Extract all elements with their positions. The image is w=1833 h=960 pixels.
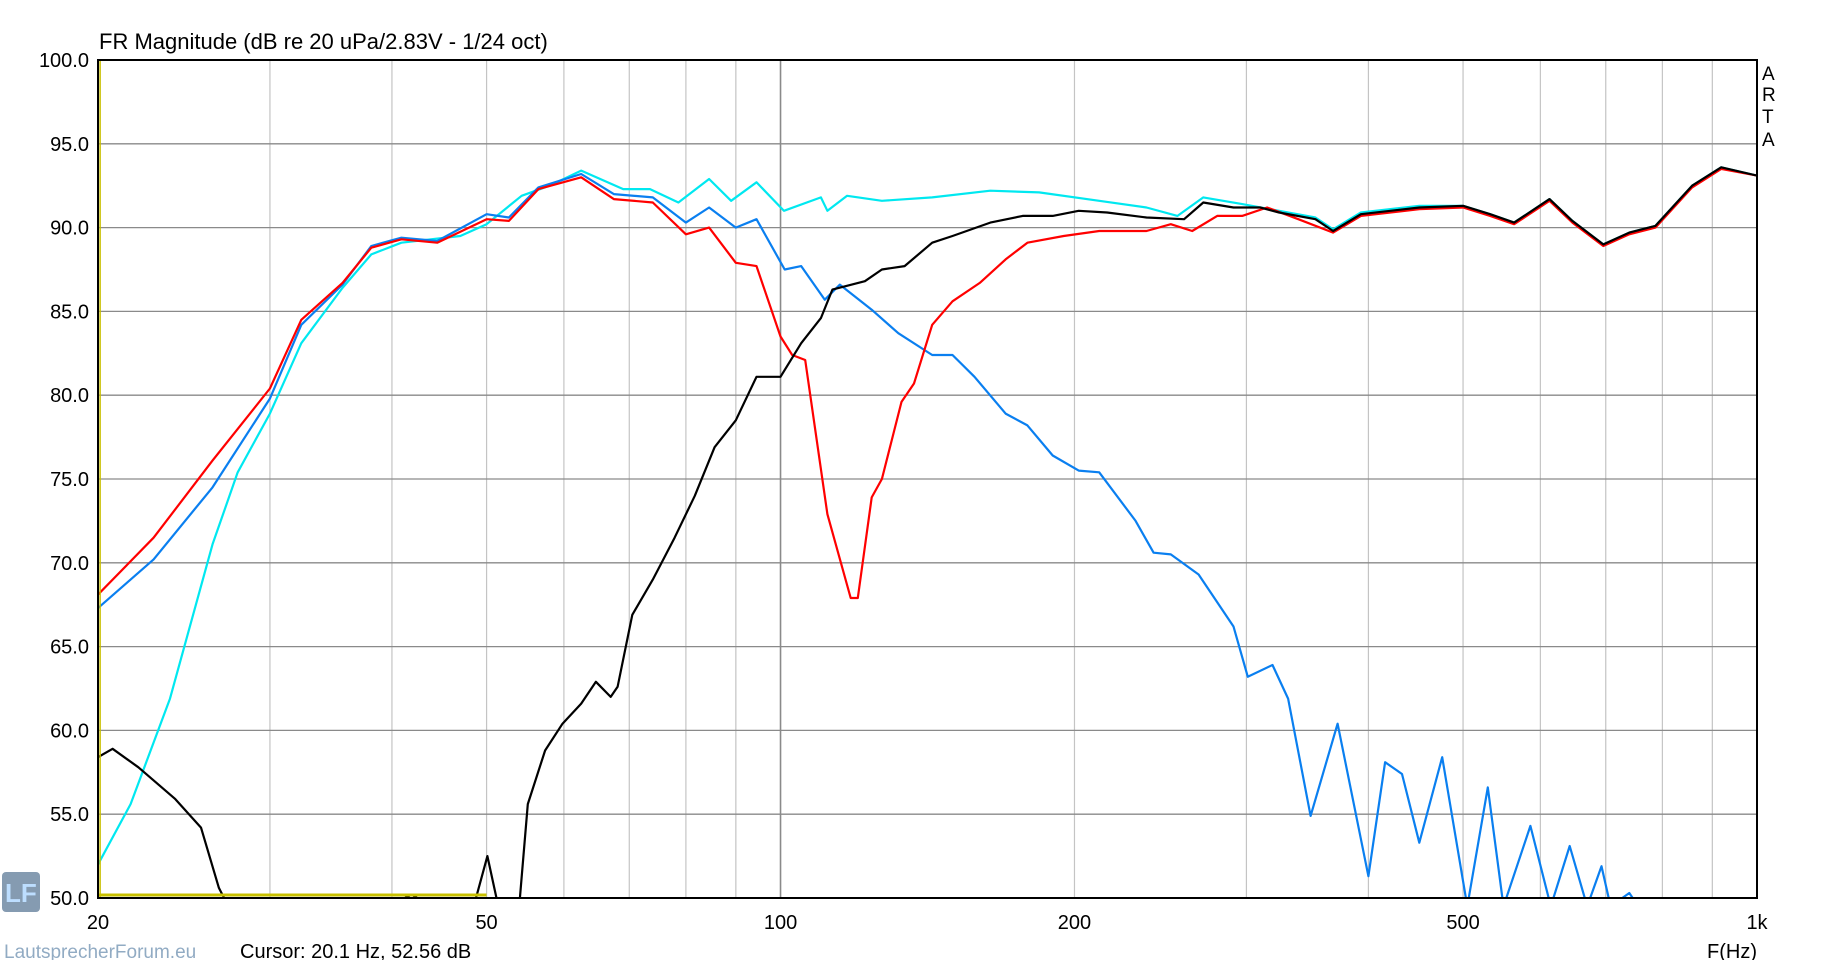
y-tick-label: 60.0 — [50, 720, 89, 742]
series-layer — [98, 166, 1757, 898]
y-tick-label: 70.0 — [50, 553, 89, 575]
x-tick-label: 100 — [764, 912, 797, 934]
y-tick-label: 50.0 — [50, 888, 89, 910]
x-tick-label: 500 — [1446, 912, 1479, 934]
y-tick-label: 75.0 — [50, 469, 89, 491]
series-line — [474, 855, 498, 898]
grid-lines — [98, 60, 1757, 898]
chart-title: FR Magnitude (dB re 20 uPa/2.83V - 1/24 … — [99, 29, 548, 54]
side-letter: R — [1762, 85, 1776, 106]
watermark: LF LautsprecherForum.eu — [2, 872, 196, 960]
side-letter: A — [1762, 64, 1775, 85]
cursor-marker[interactable] — [98, 60, 487, 898]
y-tick-label: 100.0 — [39, 50, 89, 72]
lf-logo-text: LF — [5, 878, 37, 908]
y-tick-label: 80.0 — [50, 385, 89, 407]
series-line — [518, 166, 1757, 898]
x-tick-label: 20 — [87, 912, 109, 934]
cursor-readout: Cursor: 20.1 Hz, 52.56 dB — [240, 941, 471, 960]
x-axis-label: F(Hz) — [1707, 941, 1757, 960]
x-tick-label: 1k — [1746, 912, 1768, 934]
y-tick-label: 55.0 — [50, 804, 89, 826]
series-line — [98, 172, 1635, 898]
series-line — [98, 167, 1757, 600]
y-tick-label: 85.0 — [50, 301, 89, 323]
y-tick-label: 95.0 — [50, 134, 89, 156]
series-line — [98, 747, 226, 898]
side-letter: T — [1762, 107, 1774, 128]
x-tick-label: 200 — [1058, 912, 1091, 934]
x-axis-ticks: 20 50 100 200 500 1k — [87, 912, 1769, 934]
lf-logo — [2, 872, 40, 912]
arta-side-label: A R T A — [1762, 64, 1776, 151]
y-tick-label: 65.0 — [50, 637, 89, 659]
series-line — [98, 166, 1757, 866]
plot-frame — [97, 59, 1758, 899]
side-letter: A — [1762, 130, 1775, 151]
x-tick-label: 50 — [475, 912, 497, 934]
y-tick-label: 90.0 — [50, 218, 89, 240]
y-axis-ticks: 100.0 95.0 90.0 85.0 80.0 75.0 70.0 65.0 60.0 55.… — [39, 50, 89, 910]
watermark-text: LautsprecherForum.eu — [4, 942, 196, 960]
